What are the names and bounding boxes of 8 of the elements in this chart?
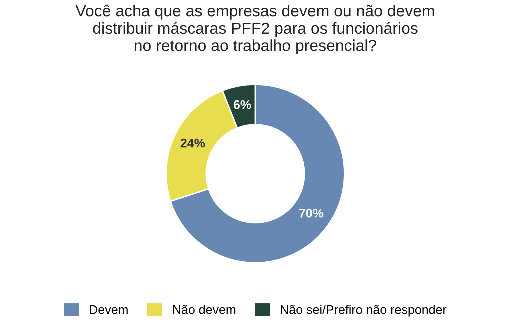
legend-label: Não sei/Prefiro não responder <box>281 305 447 317</box>
chart-title: Você acha que as empresas devem ou não devem distribuir máscaras PFF2 para os funcionários no retorno ao trabalho presencial? <box>76 4 434 54</box>
legend-label: Não devem <box>173 305 236 314</box>
data-label: 24% <box>180 138 206 148</box>
data-label: 6% <box>234 100 252 110</box>
data-label: 70% <box>299 208 324 218</box>
donut-slice <box>170 84 346 264</box>
legend-label: Devem <box>90 306 128 314</box>
